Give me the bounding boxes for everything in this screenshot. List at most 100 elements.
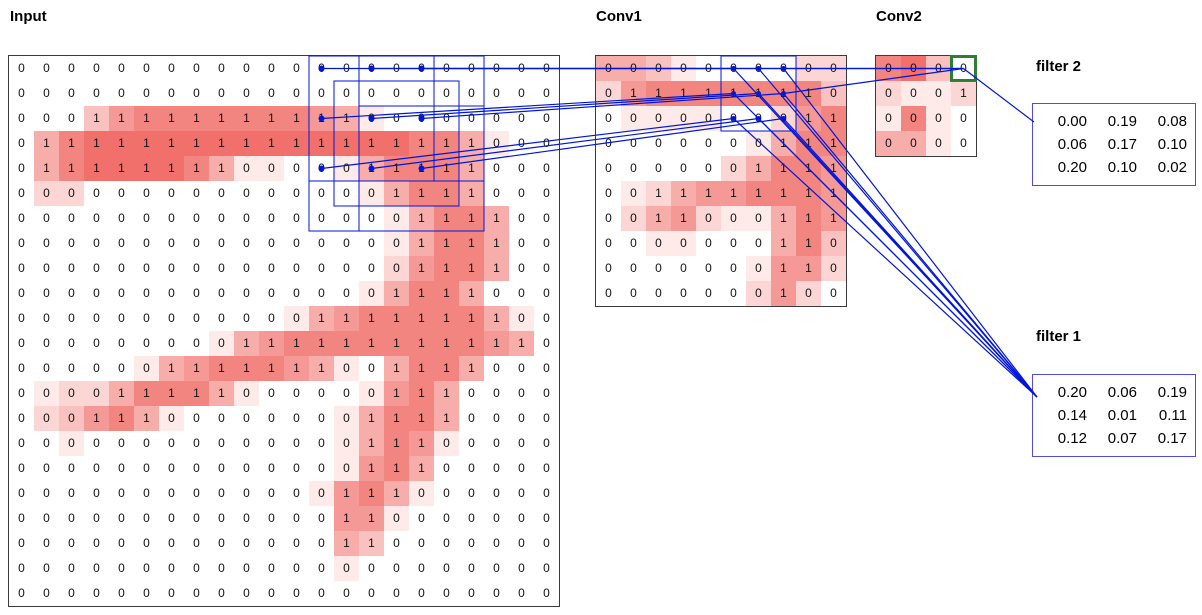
grid-cell: 0 [721, 156, 746, 181]
grid-cell: 0 [518, 436, 525, 450]
grid-cell: 0 [218, 486, 225, 500]
grid-cell: 1 [771, 231, 796, 256]
grid-cell: 1 [84, 156, 109, 181]
filter1-value: 0.01 [1107, 407, 1137, 424]
grid-cell: 0 [334, 406, 359, 431]
filter1-value: 0.07 [1107, 430, 1137, 447]
grid-cell: 0 [18, 86, 25, 100]
grid-cell: 0 [193, 61, 200, 75]
grid-cell: 0 [93, 286, 100, 300]
grid-cell: 0 [118, 361, 125, 375]
grid-cell: 0 [368, 211, 375, 225]
grid-cell: 0 [318, 211, 325, 225]
grid-cell: 0 [730, 286, 737, 300]
grid-cell: 1 [409, 356, 434, 381]
grid-cell: 0 [543, 61, 550, 75]
grid-cell: 1 [771, 181, 796, 206]
grid-cell: 0 [143, 311, 150, 325]
grid-cell: 0 [821, 56, 846, 81]
grid-cell: 0 [484, 131, 509, 156]
grid-cell: 0 [543, 336, 550, 350]
grid-cell: 0 [518, 461, 525, 475]
grid-cell: 1 [134, 381, 159, 406]
grid-cell: 1 [409, 131, 434, 156]
grid-cell: 0 [93, 186, 100, 200]
grid-cell: 0 [243, 286, 250, 300]
grid-cell: 0 [318, 186, 325, 200]
grid-cell: 0 [93, 536, 100, 550]
grid-cell: 0 [543, 286, 550, 300]
grid-cell: 0 [543, 311, 550, 325]
grid-cell: 0 [543, 486, 550, 500]
grid-cell: 0 [493, 411, 500, 425]
grid-cell: 0 [118, 236, 125, 250]
grid-cell: 0 [443, 586, 450, 600]
grid-cell: 1 [284, 106, 309, 131]
grid-cell: 1 [459, 231, 484, 256]
grid-cell: 0 [343, 236, 350, 250]
grid-cell: 1 [184, 156, 209, 181]
grid-cell: 0 [368, 236, 375, 250]
grid-cell: 0 [218, 536, 225, 550]
grid-cell: 0 [696, 106, 721, 131]
grid-cell: 1 [384, 131, 409, 156]
grid-cell: 0 [18, 436, 25, 450]
grid-cell: 0 [318, 586, 325, 600]
grid-cell: 0 [243, 511, 250, 525]
grid-cell: 0 [193, 511, 200, 525]
grid-cell: 0 [43, 336, 50, 350]
grid-cell: 0 [334, 456, 359, 481]
grid-cell: 0 [343, 586, 350, 600]
grid-cell: 0 [268, 436, 275, 450]
grid-cell: 0 [268, 586, 275, 600]
grid-cell: 0 [68, 311, 75, 325]
grid-cell: 1 [309, 106, 334, 131]
grid-cell: 0 [630, 136, 637, 150]
filter1-value: 0.19 [1157, 384, 1187, 401]
grid-cell: 0 [218, 561, 225, 575]
grid-cell: 1 [159, 356, 184, 381]
conv1-label: Conv1 [596, 8, 642, 25]
grid-cell: 0 [343, 61, 350, 75]
grid-cell: 0 [143, 61, 150, 75]
grid-cell: 0 [393, 111, 400, 125]
grid-cell: 0 [334, 556, 359, 581]
grid-cell: 0 [43, 211, 50, 225]
grid-cell: 0 [543, 211, 550, 225]
grid-cell: 1 [409, 331, 434, 356]
grid-cell: 0 [18, 486, 25, 500]
grid-cell: 0 [621, 106, 646, 131]
grid-cell: 0 [168, 436, 175, 450]
grid-cell: 0 [143, 486, 150, 500]
grid-cell: 1 [384, 431, 409, 456]
grid-cell: 0 [193, 286, 200, 300]
grid-cell: 0 [43, 311, 50, 325]
grid-cell: 0 [621, 56, 646, 81]
grid-cell: 0 [509, 306, 534, 331]
grid-cell: 0 [168, 511, 175, 525]
grid-cell: 0 [243, 86, 250, 100]
grid-cell: 0 [518, 386, 525, 400]
grid-cell: 0 [543, 161, 550, 175]
grid-cell: 0 [443, 486, 450, 500]
grid-cell: 1 [309, 331, 334, 356]
grid-cell: 0 [468, 86, 475, 100]
grid-cell: 1 [284, 331, 309, 356]
grid-cell: 0 [468, 536, 475, 550]
grid-cell: 0 [493, 61, 500, 75]
grid-cell: 0 [168, 86, 175, 100]
grid-cell: 1 [384, 156, 409, 181]
grid-cell: 0 [293, 236, 300, 250]
grid-cell: 0 [393, 86, 400, 100]
grid-cell: 0 [696, 206, 721, 231]
grid-cell: 0 [68, 111, 75, 125]
grid-cell: 0 [143, 511, 150, 525]
grid-cell: 0 [493, 511, 500, 525]
grid-cell: 0 [655, 261, 662, 275]
grid-cell: 0 [543, 536, 550, 550]
grid-cell: 1 [409, 156, 434, 181]
grid-cell: 1 [434, 356, 459, 381]
grid-cell: 0 [93, 236, 100, 250]
grid-cell: 0 [393, 61, 400, 75]
grid-cell: 0 [293, 61, 300, 75]
